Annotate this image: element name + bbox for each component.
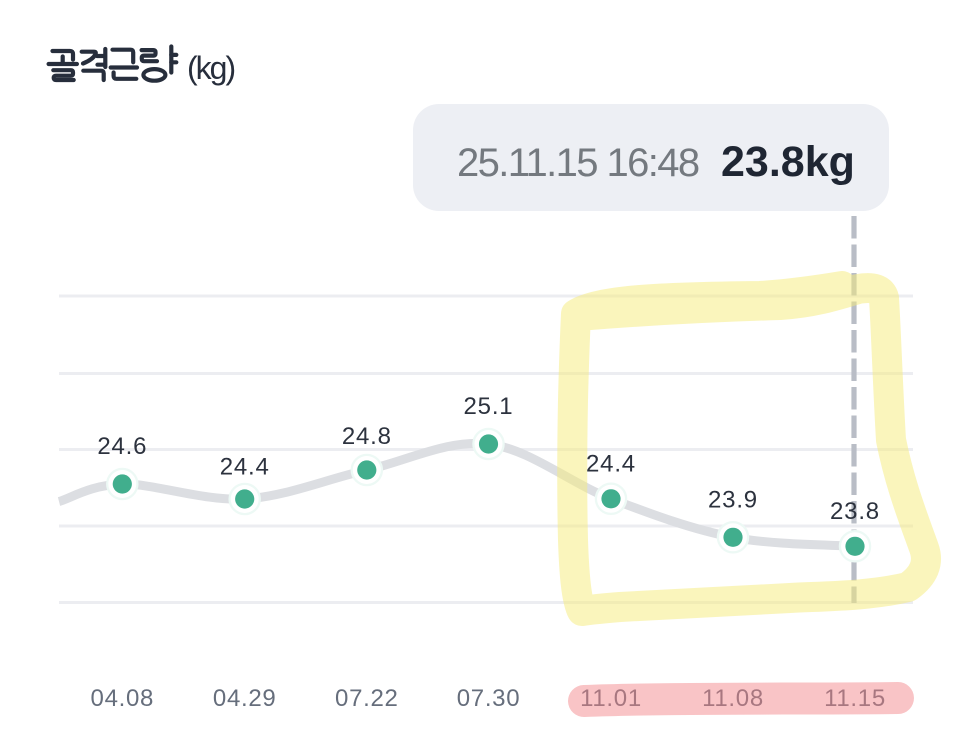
svg-text:04.08: 04.08 [91,685,155,712]
svg-text:11.15: 11.15 [824,685,886,712]
svg-text:11.01: 11.01 [580,685,642,712]
svg-text:04.29: 04.29 [213,685,277,712]
svg-text:11.08: 11.08 [702,685,764,712]
svg-text:23.9: 23.9 [708,487,758,514]
svg-text:07.30: 07.30 [457,685,521,712]
svg-text:23.8kg: 23.8kg [721,138,855,186]
svg-text:25.11.15 16:48: 25.11.15 16:48 [457,141,699,185]
svg-text:07.22: 07.22 [335,685,399,712]
svg-text:24.8: 24.8 [342,423,392,450]
svg-text:24.6: 24.6 [97,433,147,460]
svg-text:(kg): (kg) [187,50,234,86]
svg-text:24.4: 24.4 [586,451,636,478]
svg-text:25.1: 25.1 [464,393,514,420]
svg-text:23.8: 23.8 [830,498,880,525]
svg-text:24.4: 24.4 [220,454,270,481]
